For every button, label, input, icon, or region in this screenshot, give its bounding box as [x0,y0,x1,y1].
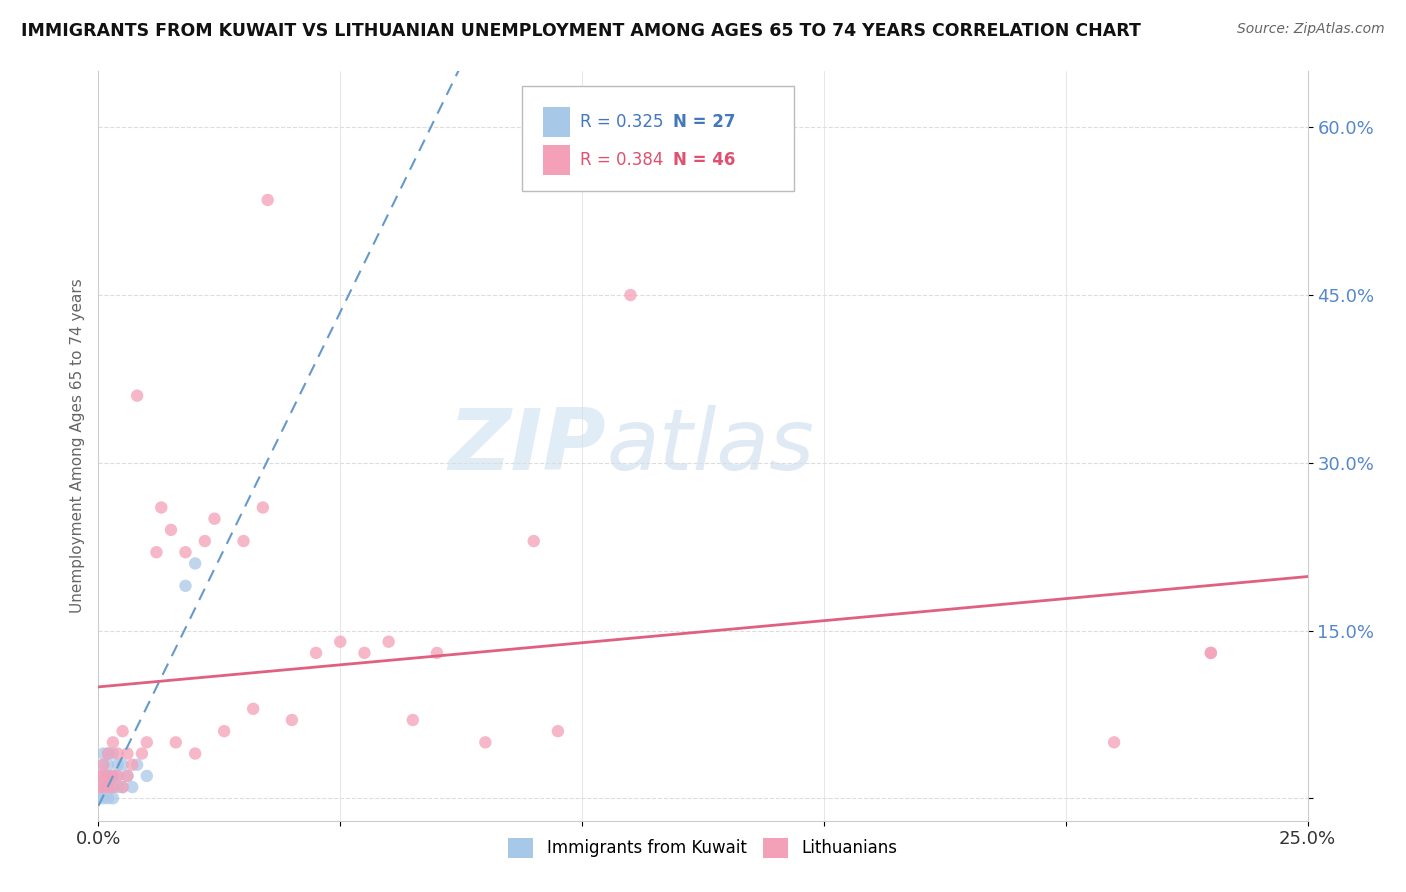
Point [117,769,139,783]
Point [165,735,187,749]
Point [305,646,328,660]
Point [111,780,134,794]
Point [619,288,641,302]
Point [281,713,304,727]
Point [232,534,254,549]
FancyBboxPatch shape [522,87,793,191]
Point [184,557,207,571]
Point [111,780,134,794]
Text: N = 46: N = 46 [672,151,735,169]
Point [111,757,134,772]
Point [101,769,124,783]
Point [107,747,129,761]
Point [1199,646,1222,660]
Point [97,780,120,794]
Point [87,791,110,805]
Point [91,780,114,794]
Text: ZIP: ZIP [449,404,606,488]
Point [353,646,375,660]
Point [121,780,143,794]
Point [131,747,153,761]
Point [474,735,496,749]
Text: R = 0.325: R = 0.325 [579,113,664,131]
Point [150,500,173,515]
Point [135,769,157,783]
Point [87,769,110,783]
Point [101,780,124,794]
Point [101,747,124,761]
Point [1102,735,1125,749]
Point [91,780,114,794]
Point [97,747,120,761]
Y-axis label: Unemployment Among Ages 65 to 74 years: Unemployment Among Ages 65 to 74 years [69,278,84,614]
Point [426,646,449,660]
Point [97,747,120,761]
Point [204,511,226,525]
Text: R = 0.384: R = 0.384 [579,151,664,169]
Point [252,500,274,515]
Point [97,780,120,794]
Text: Source: ZipAtlas.com: Source: ZipAtlas.com [1237,22,1385,37]
Point [111,724,134,739]
Point [101,769,124,783]
Legend: Immigrants from Kuwait, Lithuanians: Immigrants from Kuwait, Lithuanians [502,831,904,864]
Point [523,534,546,549]
Point [174,545,197,559]
Point [127,757,149,772]
Point [91,757,114,772]
Text: atlas: atlas [606,404,814,488]
Point [101,735,124,749]
Point [107,769,129,783]
Point [402,713,425,727]
Point [127,389,149,403]
Point [107,780,129,794]
Point [117,747,139,761]
Point [107,757,129,772]
Point [194,534,217,549]
Point [174,579,197,593]
Point [1199,646,1222,660]
Point [107,769,129,783]
FancyBboxPatch shape [543,145,569,175]
Point [101,780,124,794]
Point [97,757,120,772]
Point [97,791,120,805]
Point [97,769,120,783]
Point [184,747,207,761]
Point [87,780,110,794]
Point [91,757,114,772]
Point [121,757,143,772]
Point [377,634,399,648]
Point [212,724,235,739]
Point [135,735,157,749]
Point [145,545,167,559]
Point [91,747,114,761]
Point [242,702,264,716]
Text: N = 27: N = 27 [672,113,735,131]
Point [91,791,114,805]
Point [329,634,352,648]
Text: IMMIGRANTS FROM KUWAIT VS LITHUANIAN UNEMPLOYMENT AMONG AGES 65 TO 74 YEARS CORR: IMMIGRANTS FROM KUWAIT VS LITHUANIAN UNE… [21,22,1140,40]
Point [87,780,110,794]
Point [256,193,278,207]
Point [101,791,124,805]
Point [91,769,114,783]
Point [91,769,114,783]
Point [97,769,120,783]
Point [160,523,183,537]
FancyBboxPatch shape [543,107,569,137]
Point [547,724,569,739]
Point [117,769,139,783]
